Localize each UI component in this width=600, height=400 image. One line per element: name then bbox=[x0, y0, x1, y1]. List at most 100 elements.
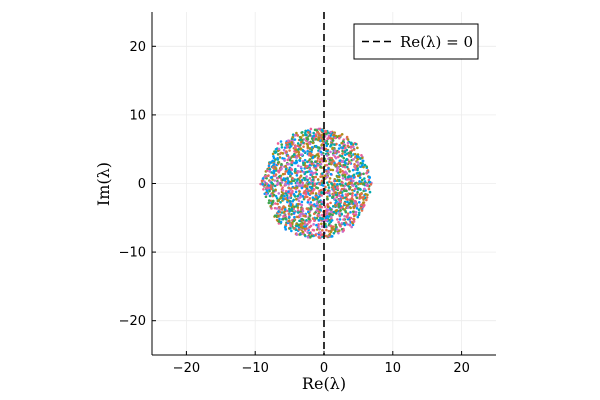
eigenvalue-point bbox=[311, 156, 315, 160]
eigenvalue-point bbox=[342, 171, 346, 174]
eigenvalue-point bbox=[308, 146, 312, 150]
eigenvalue-point bbox=[308, 202, 312, 206]
eigenvalue-point bbox=[284, 189, 288, 193]
eigenvalue-point bbox=[334, 156, 338, 160]
eigenvalue-point bbox=[327, 189, 330, 192]
eigenvalue-point bbox=[353, 152, 357, 156]
eigenvalue-point bbox=[311, 217, 315, 220]
eigenvalue-point bbox=[300, 223, 303, 227]
eigenvalue-point bbox=[354, 193, 357, 197]
eigenvalue-point bbox=[271, 191, 274, 195]
eigenvalue-point bbox=[288, 210, 291, 213]
eigenvalue-point bbox=[355, 204, 359, 208]
eigenvalue-point bbox=[349, 145, 353, 149]
eigenvalue-point bbox=[362, 165, 365, 169]
eigenvalue-point bbox=[313, 203, 316, 206]
eigenvalue-point bbox=[283, 146, 287, 149]
eigenvalue-point bbox=[306, 178, 309, 182]
eigenvalue-point bbox=[324, 185, 327, 189]
eigenvalue-point bbox=[318, 160, 322, 164]
eigenvalue-point bbox=[273, 184, 277, 188]
eigenvalue-point bbox=[276, 177, 280, 180]
eigenvalue-point bbox=[285, 194, 289, 197]
x-axis-label: Re(λ) bbox=[302, 374, 346, 393]
eigenvalue-point bbox=[281, 172, 285, 176]
eigenvalue-point bbox=[354, 200, 357, 203]
eigenvalue-point bbox=[342, 222, 346, 225]
eigenvalue-point bbox=[317, 227, 321, 231]
eigenvalue-point bbox=[299, 193, 302, 196]
eigenvalue-point bbox=[311, 196, 315, 199]
eigenvalue-point bbox=[339, 191, 342, 194]
eigenvalue-point bbox=[277, 198, 280, 202]
eigenvalue-point bbox=[329, 150, 332, 154]
eigenvalue-point bbox=[289, 223, 292, 226]
eigenvalue-point bbox=[328, 232, 332, 236]
eigenvalue-point bbox=[282, 197, 285, 201]
eigenvalue-point bbox=[296, 211, 300, 214]
eigenvalue-point bbox=[336, 166, 340, 170]
eigenvalue-point bbox=[315, 216, 319, 220]
eigenvalue-point bbox=[358, 173, 362, 176]
eigenvalue-point bbox=[283, 194, 286, 198]
eigenvalue-point bbox=[317, 154, 321, 158]
eigenvalue-point bbox=[289, 227, 292, 230]
eigenvalue-point bbox=[365, 196, 369, 199]
eigenvalue-point bbox=[280, 211, 284, 214]
eigenvalue-point bbox=[329, 134, 333, 137]
eigenvalue-point bbox=[319, 175, 322, 178]
eigenvalue-point bbox=[314, 192, 318, 195]
eigenvalue-point bbox=[278, 152, 282, 156]
eigenvalue-point bbox=[356, 146, 359, 150]
eigenvalue-point bbox=[307, 182, 310, 186]
eigenvalue-point bbox=[304, 170, 308, 174]
eigenvalue-point bbox=[272, 169, 276, 173]
eigenvalue-point bbox=[341, 184, 345, 187]
eigenvalue-point bbox=[328, 177, 332, 180]
y-tick-label: 10 bbox=[129, 108, 146, 123]
eigenvalue-point bbox=[332, 210, 336, 214]
eigenvalue-point bbox=[351, 188, 354, 192]
eigenvalue-point bbox=[314, 154, 317, 158]
eigenvalue-point bbox=[306, 131, 310, 134]
eigenvalue-point bbox=[279, 201, 282, 204]
eigenvalue-point bbox=[321, 217, 325, 220]
eigenvalue-point bbox=[284, 228, 288, 231]
eigenvalue-point bbox=[283, 178, 287, 182]
scatter-points bbox=[259, 127, 373, 240]
eigenvalue-point bbox=[324, 147, 328, 151]
eigenvalue-point bbox=[348, 223, 352, 227]
eigenvalue-point bbox=[327, 229, 331, 233]
eigenvalue-point bbox=[268, 170, 272, 173]
eigenvalue-point bbox=[337, 155, 340, 159]
eigenvalue-point bbox=[328, 158, 332, 162]
eigenvalue-point bbox=[349, 151, 353, 154]
eigenvalue-point bbox=[289, 167, 293, 171]
eigenvalue-point bbox=[343, 150, 347, 153]
eigenvalue-point bbox=[298, 144, 302, 147]
eigenvalue-point bbox=[287, 139, 290, 142]
eigenvalue-point bbox=[350, 181, 354, 185]
eigenvalue-point bbox=[318, 213, 321, 217]
eigenvalue-point bbox=[356, 171, 360, 175]
eigenvalue-point bbox=[317, 191, 321, 195]
eigenvalue-point bbox=[344, 146, 347, 150]
eigenvalue-point bbox=[331, 168, 335, 172]
eigenvalue-point bbox=[325, 169, 328, 173]
eigenvalue-point bbox=[333, 143, 336, 146]
eigenvalue-point bbox=[289, 144, 293, 148]
eigenvalue-point bbox=[358, 176, 362, 179]
eigenvalue-point bbox=[331, 195, 334, 199]
eigenvalue-point bbox=[306, 164, 309, 168]
eigenvalue-point bbox=[339, 208, 342, 212]
eigenvalue-point bbox=[352, 212, 355, 216]
eigenvalue-point bbox=[270, 181, 273, 184]
eigenvalue-point bbox=[303, 158, 307, 162]
eigenvalue-point bbox=[310, 234, 313, 238]
eigenvalue-point bbox=[344, 162, 347, 165]
eigenvalue-point bbox=[330, 215, 333, 219]
eigenvalue-point bbox=[362, 182, 365, 186]
eigenvalue-point bbox=[332, 197, 336, 201]
eigenvalue-point bbox=[329, 168, 333, 172]
eigenvalue-point bbox=[324, 141, 328, 145]
